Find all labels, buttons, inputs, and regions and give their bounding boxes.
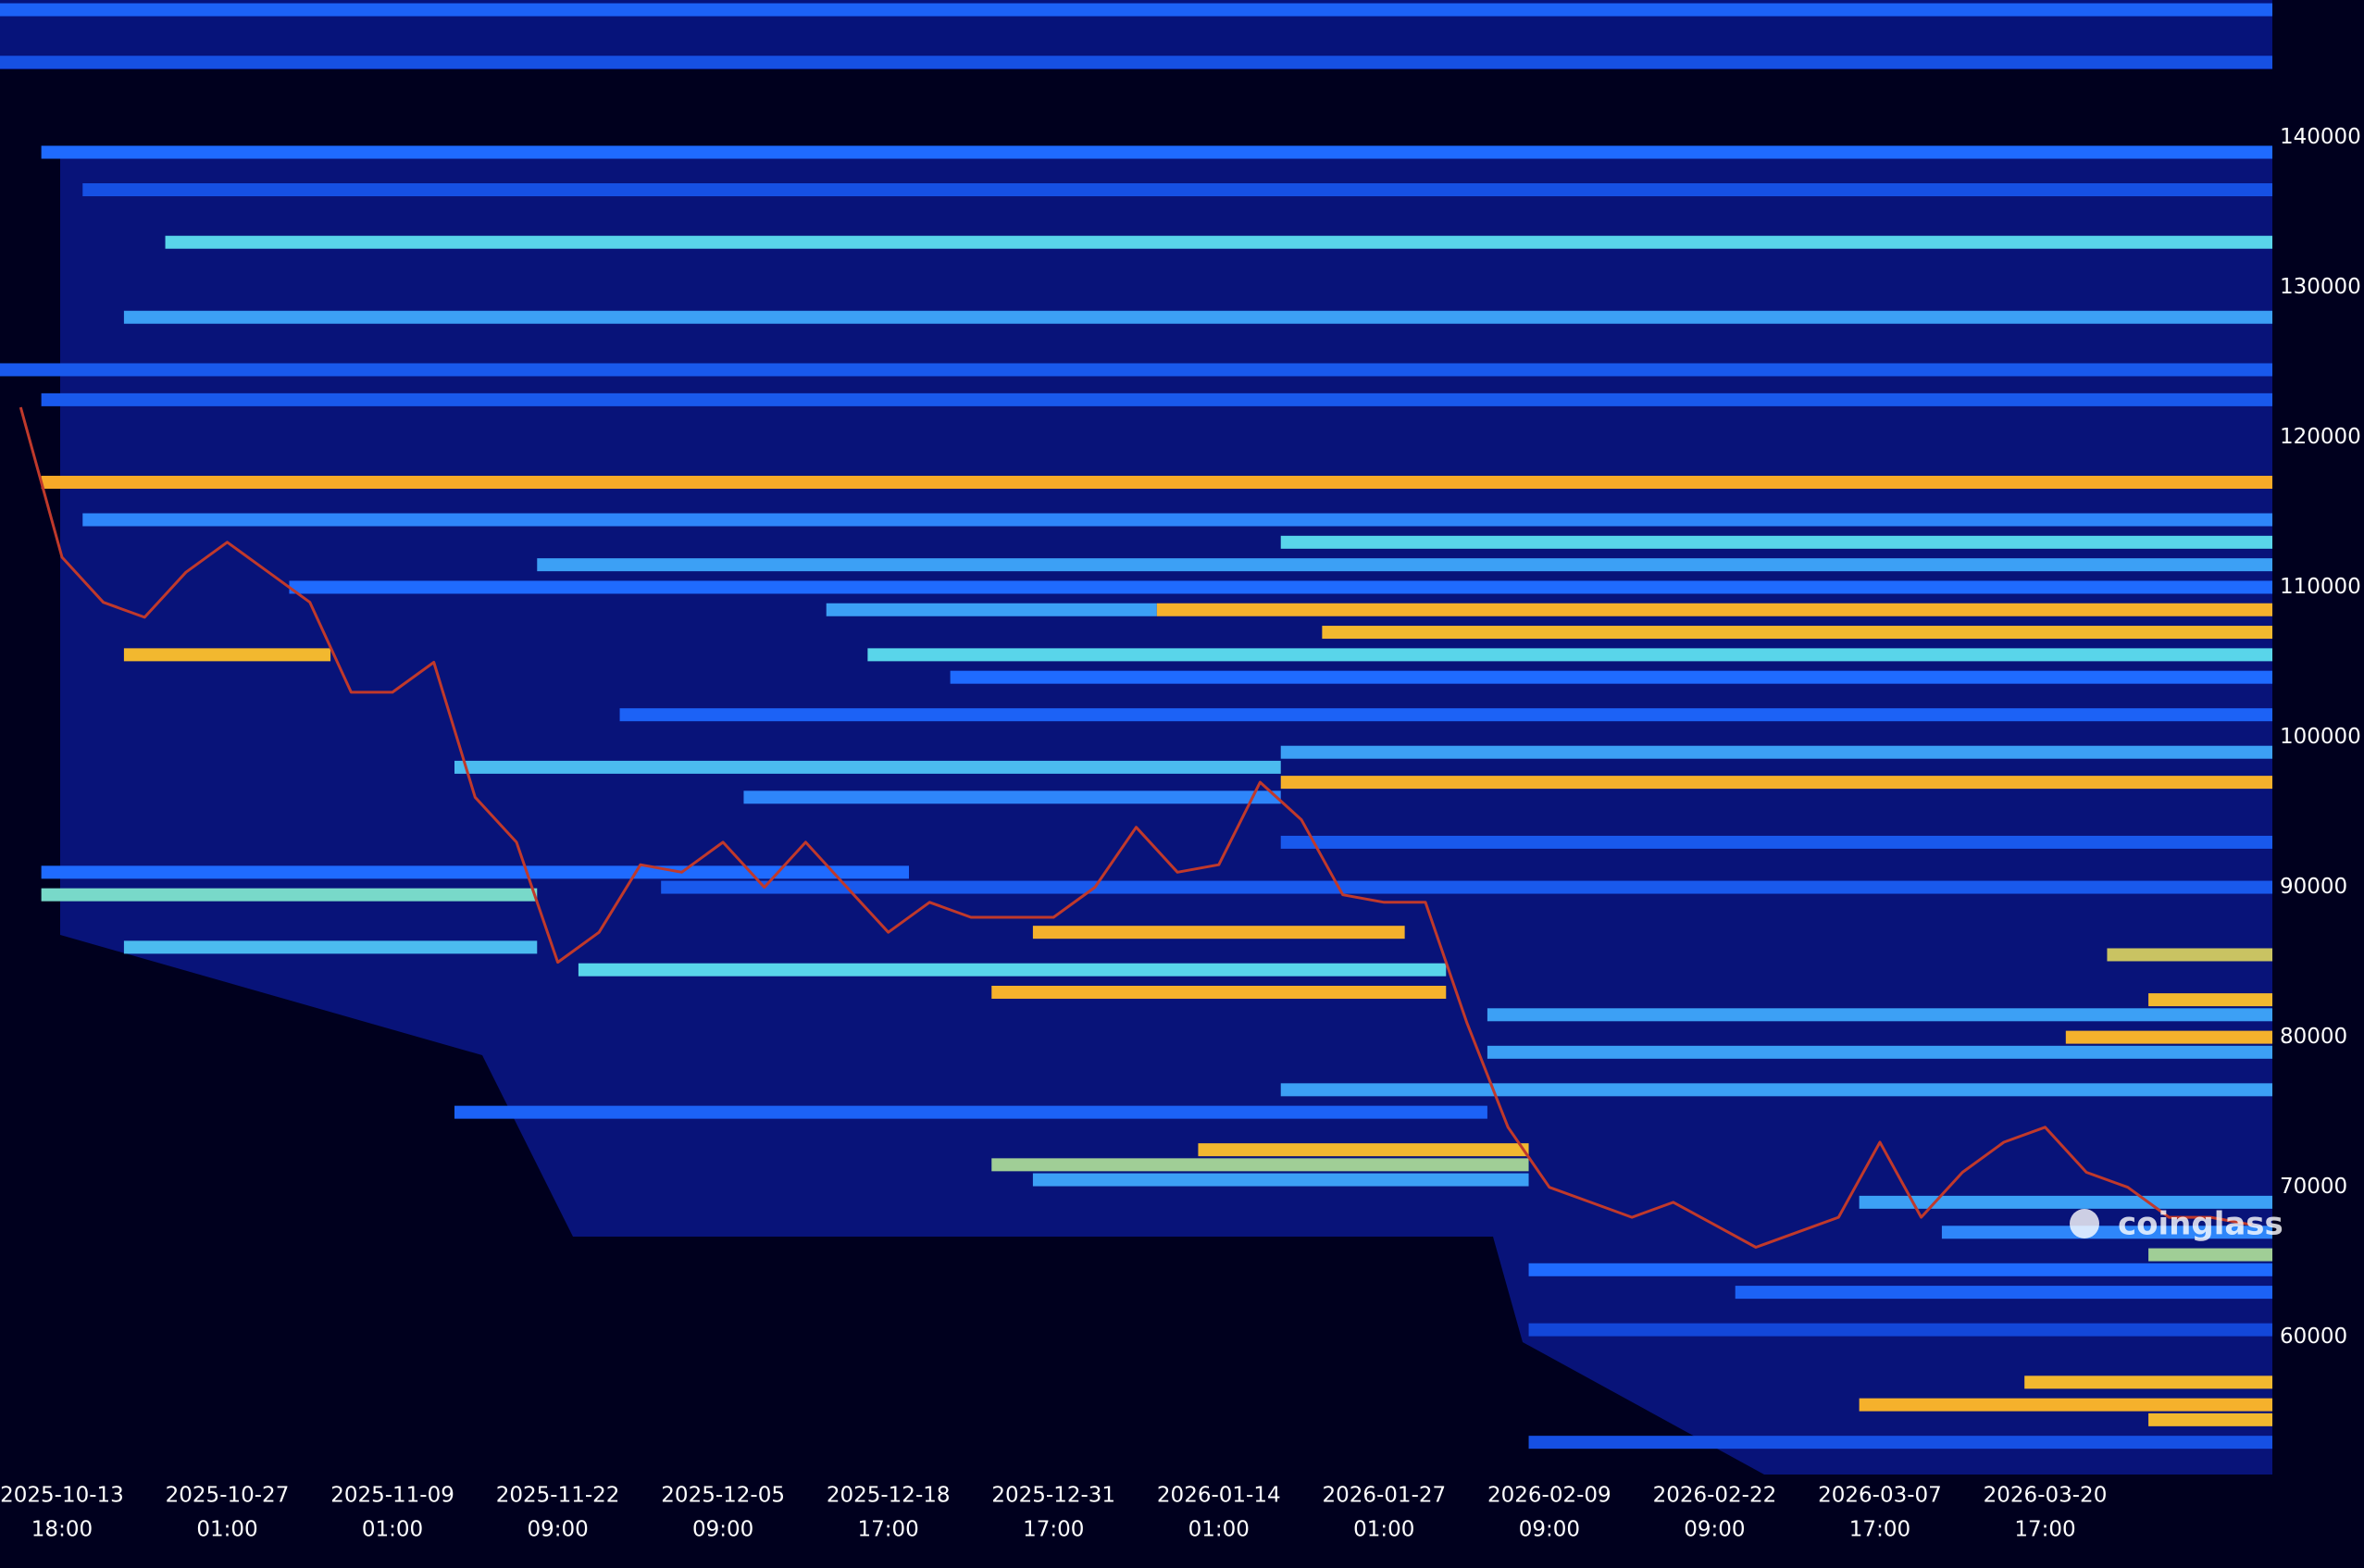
heat-band: [41, 476, 2272, 490]
heat-band: [123, 310, 2272, 324]
heat-band: [454, 760, 1281, 774]
heat-band: [867, 648, 2272, 662]
heat-band: [165, 235, 2273, 249]
axes: 60000 70000 80000 90000 100000 110000 120000 13…: [0, 125, 2361, 1542]
heat-band: [0, 363, 2272, 377]
heat-band: [950, 670, 2272, 684]
heat-band: [1528, 1436, 2272, 1450]
x-tick-label: 2025-12-18: [827, 1484, 951, 1508]
heat-band: [1859, 1195, 2272, 1209]
y-tick-label: 110000: [2280, 575, 2361, 599]
heat-band: [537, 558, 2272, 572]
x-tick-time: 09:00: [692, 1518, 753, 1542]
x-tick-label: 2026-03-07: [1818, 1484, 1942, 1508]
price-line: [19, 406, 2252, 1249]
heat-band: [123, 648, 331, 662]
x-tick-label: 2026-03-20: [1984, 1484, 2108, 1508]
heat-band: [0, 56, 2272, 69]
heat-band: [2148, 993, 2272, 1007]
heatmap: [0, 3, 2273, 1450]
heat-band: [41, 865, 910, 879]
heat-band: [1032, 926, 1405, 940]
y-tick-label: 60000: [2280, 1325, 2347, 1349]
x-tick-label: 2025-11-09: [330, 1484, 454, 1508]
watermark: coinglass: [2118, 1206, 2283, 1243]
heat-band: [123, 940, 538, 954]
x-tick-label: 2025-12-05: [661, 1484, 785, 1508]
heat-band: [1859, 1398, 2272, 1412]
x-tick-label: 2026-02-09: [1487, 1484, 1611, 1508]
x-tick-label: 2025-12-31: [991, 1484, 1115, 1508]
x-tick-time: 09:00: [1684, 1518, 1745, 1542]
heat-band: [1032, 1173, 1529, 1187]
heat-band: [1941, 1226, 2272, 1239]
x-tick-label: 2026-01-14: [1157, 1484, 1281, 1508]
x-tick-time: 09:00: [527, 1518, 588, 1542]
heat-band: [2148, 1248, 2272, 1262]
x-tick-label: 2025-10-27: [166, 1484, 290, 1508]
x-tick-label: 2026-02-22: [1653, 1484, 1777, 1508]
heat-band: [454, 1105, 1487, 1119]
heat-band: [2107, 948, 2272, 962]
price-series: [19, 406, 2252, 1249]
heat-band: [2024, 1375, 2272, 1389]
x-tick-time: 17:00: [858, 1518, 919, 1542]
heat-band: [82, 513, 2273, 527]
heat-band: [1322, 626, 2272, 640]
heat-band: [41, 392, 2272, 406]
heat-band: [991, 1158, 1529, 1172]
heat-band: [826, 603, 1157, 616]
y-tick-label: 70000: [2280, 1175, 2347, 1199]
y-tick-label: 130000: [2280, 275, 2361, 299]
x-tick-time: 01:00: [362, 1518, 423, 1542]
heat-band: [991, 985, 1447, 999]
heat-band: [1528, 1263, 2272, 1276]
y-tick-label: 90000: [2280, 875, 2347, 899]
heat-band: [0, 3, 2272, 17]
y-tick-label: 80000: [2280, 1025, 2347, 1049]
heat-band: [743, 790, 1281, 804]
heat-band: [1280, 835, 2272, 849]
heat-band: [2148, 1412, 2272, 1426]
y-tick-label: 140000: [2280, 125, 2361, 149]
x-tick-time: 17:00: [1023, 1518, 1084, 1542]
heat-band: [1487, 1045, 2272, 1059]
heat-band: [1156, 603, 2272, 616]
x-tick-time: 01:00: [1188, 1518, 1250, 1542]
heat-band: [1280, 1083, 2272, 1097]
x-tick-time: 01:00: [1353, 1518, 1414, 1542]
heat-band: [1280, 535, 2272, 549]
heat-band: [661, 880, 2272, 894]
heat-band: [578, 963, 1447, 977]
heat-band: [1487, 1008, 2272, 1022]
heat-band: [1280, 776, 2272, 790]
heat-band: [82, 182, 2273, 196]
x-tick-time: 18:00: [31, 1518, 93, 1542]
heat-band: [1528, 1323, 2272, 1337]
heat-band: [2065, 1030, 2272, 1044]
heat-band: [619, 708, 2273, 722]
heat-band: [1735, 1286, 2272, 1300]
y-tick-label: 120000: [2280, 425, 2361, 449]
x-tick-time: 09:00: [1519, 1518, 1580, 1542]
x-tick-label: 2025-11-22: [496, 1484, 620, 1508]
x-tick-label: 2025-10-13: [0, 1484, 124, 1508]
heat-band: [1198, 1143, 1529, 1157]
heat-band: [289, 580, 2272, 594]
x-tick-label: 2026-01-27: [1322, 1484, 1446, 1508]
heat-band: [41, 888, 538, 902]
x-tick-time: 01:00: [196, 1518, 257, 1542]
heat-band: [41, 145, 2272, 159]
y-tick-label: 100000: [2280, 725, 2361, 749]
watermark-logo: [2070, 1209, 2099, 1238]
x-tick-time: 17:00: [1849, 1518, 1910, 1542]
x-tick-time: 17:00: [2014, 1518, 2075, 1542]
heat-band: [1280, 745, 2272, 759]
